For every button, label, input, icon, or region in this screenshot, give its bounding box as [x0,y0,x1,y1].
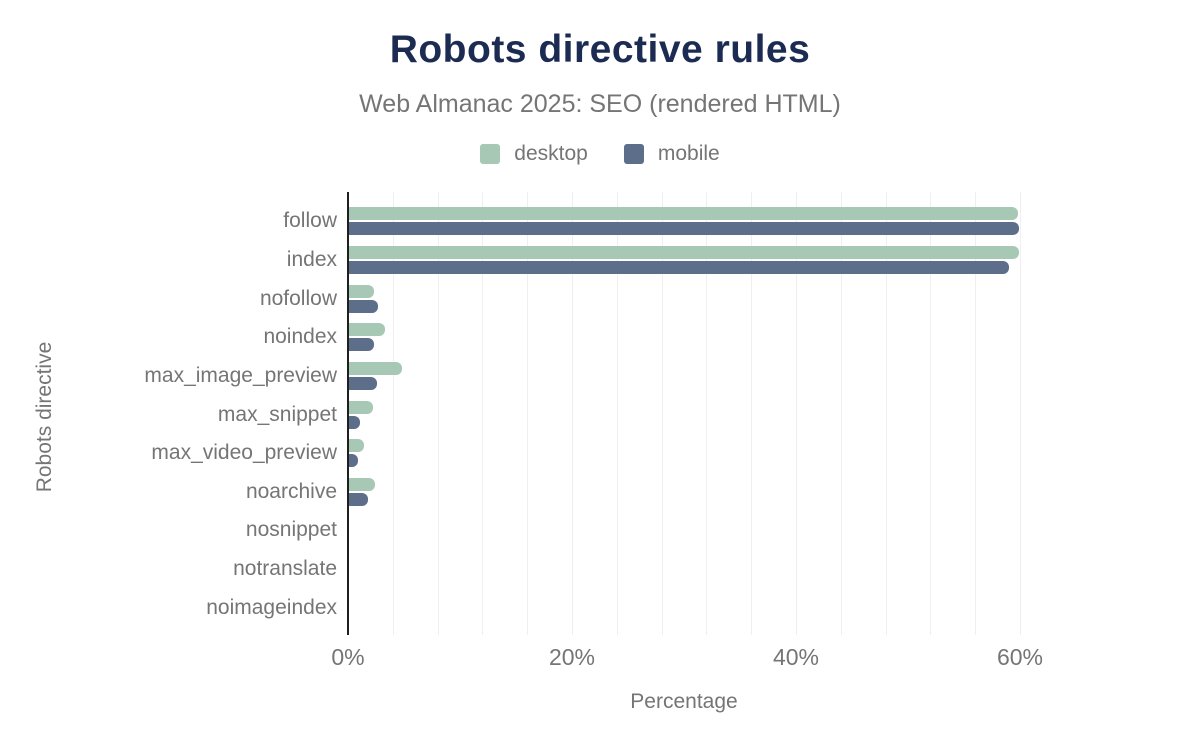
category-label: noarchive [245,479,337,503]
gridline [706,192,708,635]
bar-mobile [348,415,361,429]
legend-label: desktop [514,142,588,165]
x-tick-label: 20% [548,644,596,670]
bar-mobile [348,376,378,390]
bar-mobile [348,260,1009,274]
y-axis-title: Robots directive [33,341,56,493]
legend-label: mobile [657,142,720,165]
category-label: noimageindex [206,595,337,619]
bar-row: index [287,241,1080,280]
chart-title: Robots directive rules [389,28,811,71]
gridline [1020,192,1021,635]
gridline [437,192,439,635]
bar-row: nofollow [260,279,1080,318]
category-label: index [286,247,337,271]
category-label: follow [283,209,337,233]
bar-desktop [348,361,402,375]
bar-mobile [348,338,374,352]
x-tick-label: 0% [331,644,365,670]
bar-mobile [348,454,359,468]
bar-row: max_snippet [218,395,1080,434]
category-label: nosnippet [245,518,337,542]
gridline [885,192,887,635]
bar-desktop [348,400,373,414]
gridline [527,192,529,635]
gridline [796,192,797,635]
bar-row: noimageindex [206,588,1080,627]
x-axis-title: Percentage [630,690,738,713]
gridline [392,192,394,635]
legend-swatch-mobile [623,144,644,164]
bar-row: follow [283,202,1080,241]
bar-row: max_video_preview [151,434,1080,473]
category-label: noindex [263,325,337,349]
bar-row: noindex [263,318,1080,357]
gridline [616,192,618,635]
bar-row: notranslate [233,550,1080,589]
gridline [840,192,842,635]
bar-mobile [348,222,1019,236]
category-label: max_snippet [217,402,337,426]
category-label: max_image_preview [144,363,337,387]
gridline [661,192,663,635]
bar-rows: follow index nofollow noindex max_image_prev… [144,202,1080,627]
bar-row: max_image_preview [144,357,1080,396]
category-label: max_video_preview [151,441,337,465]
category-label: nofollow [259,286,337,310]
gridline [930,192,932,635]
bar-mobile [348,492,369,506]
gridline [975,192,977,635]
bar-desktop [348,284,374,298]
chart-subtitle: Web Almanac 2025: SEO (rendered HTML) [359,90,841,118]
gridline [482,192,484,635]
x-tick-label: 40% [772,644,820,670]
bar-desktop [348,207,1018,221]
gridline [572,192,573,635]
bar-desktop [348,477,375,491]
x-tick-label: 60% [996,644,1044,670]
bar-desktop [348,245,1019,259]
legend-item-desktop: desktop [480,142,588,166]
bar-row: noarchive [246,472,1080,511]
bar-desktop [348,439,364,453]
bar-row: nosnippet [246,511,1080,550]
plot-area: follow index nofollow noindex max_image_prev… [144,192,1080,713]
legend: desktop mobile [0,142,1200,166]
legend-swatch-desktop [480,144,501,164]
bar-mobile [348,299,379,313]
y-axis-line [347,192,349,635]
bar-desktop [348,323,385,337]
category-label: notranslate [233,557,337,581]
legend-item-mobile: mobile [623,142,720,166]
gridline [751,192,753,635]
